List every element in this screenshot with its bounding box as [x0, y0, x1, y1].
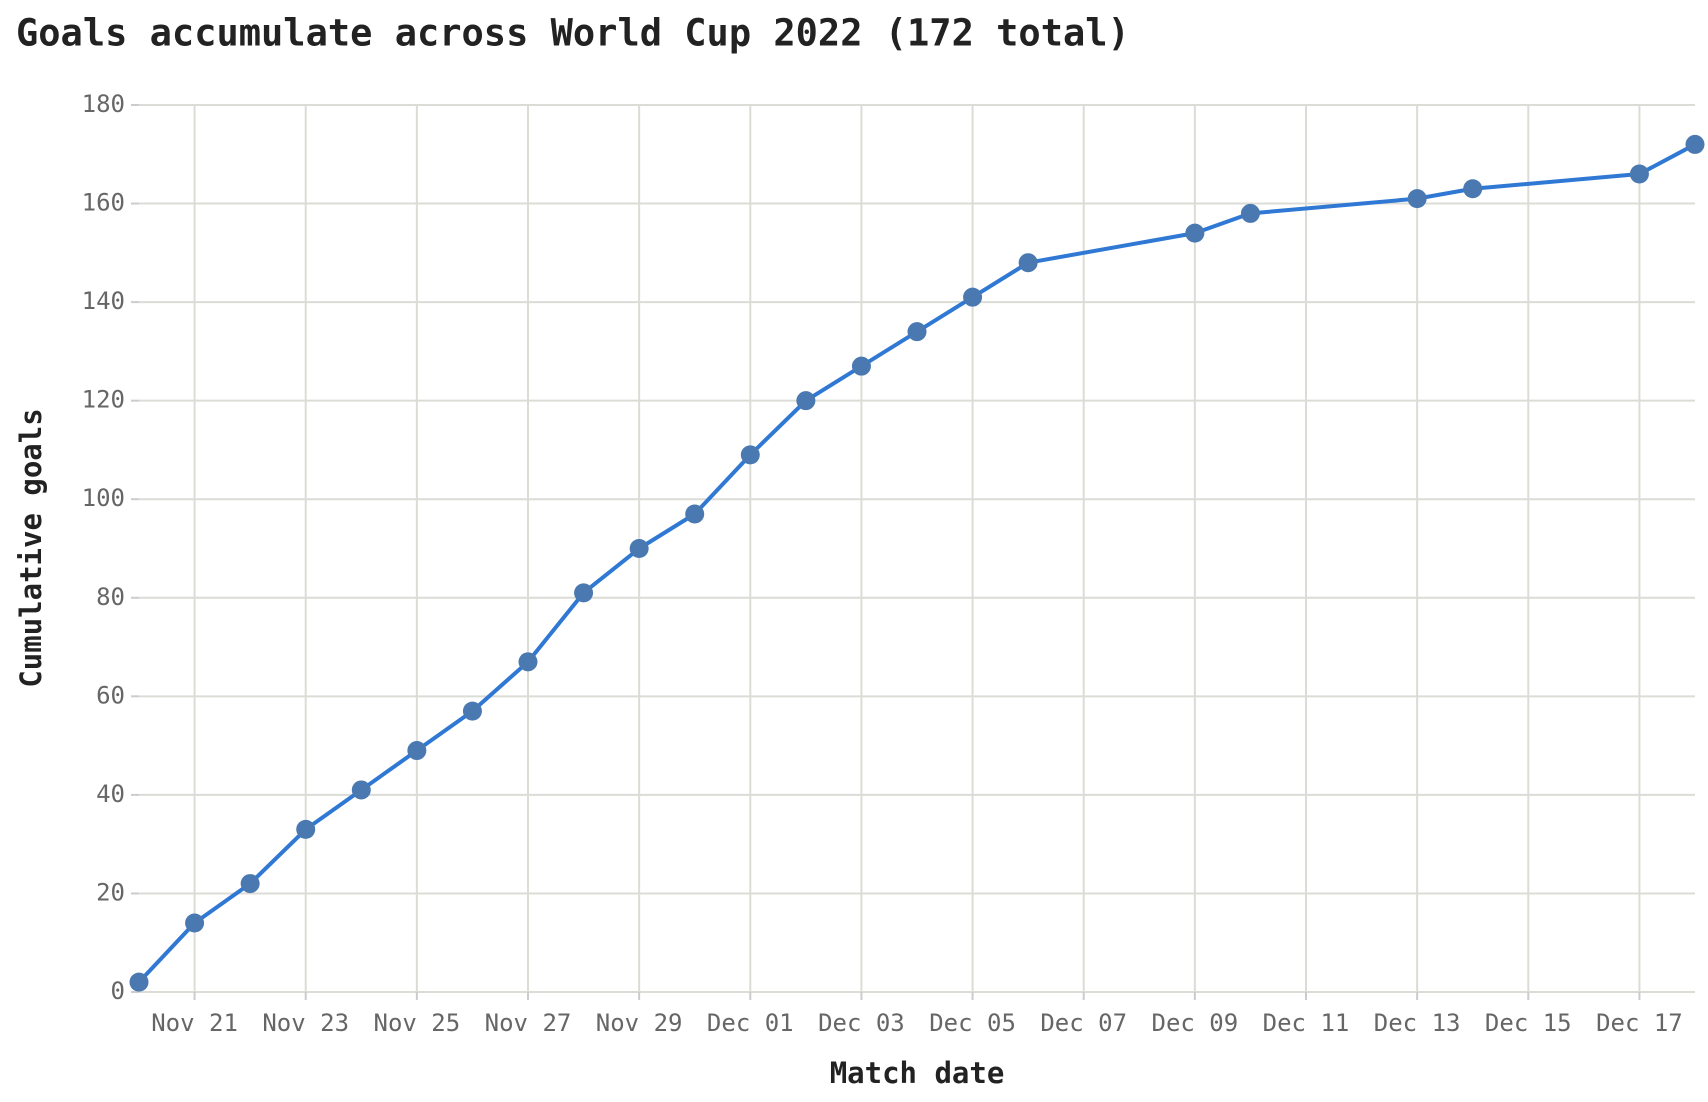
x-tick-label: Dec 11	[1263, 1009, 1350, 1037]
x-tick-label: Dec 01	[707, 1009, 794, 1037]
y-tick-label: 40	[96, 780, 125, 808]
x-tick-label: Nov 29	[596, 1009, 683, 1037]
x-tick-label: Dec 15	[1485, 1009, 1572, 1037]
y-tick-label: 80	[96, 583, 125, 611]
line	[137, 142, 1696, 984]
marker	[907, 322, 927, 342]
marker	[1407, 189, 1427, 209]
x-tick-label: Dec 05	[929, 1009, 1016, 1037]
x-tick-label: Nov 21	[151, 1009, 238, 1037]
y-tick-label: 60	[96, 681, 125, 709]
y-tick-label: 20	[96, 878, 125, 906]
marker	[1240, 203, 1260, 223]
marker	[685, 504, 705, 524]
marker	[185, 913, 205, 933]
marker	[407, 741, 427, 761]
marker	[240, 874, 260, 894]
x-tick-label: Dec 17	[1596, 1009, 1683, 1037]
marker	[462, 701, 482, 721]
marker	[740, 445, 760, 465]
marker	[296, 819, 316, 839]
y-tick-label: 100	[82, 484, 125, 512]
marker	[1463, 179, 1483, 199]
marker	[129, 972, 149, 992]
marker	[1629, 164, 1649, 184]
y-axis-title: Cumulative goals	[14, 408, 48, 687]
marker	[963, 287, 983, 307]
x-tick-label: Dec 09	[1152, 1009, 1239, 1037]
x-tick-label: Dec 03	[818, 1009, 905, 1037]
x-tick-label: Nov 27	[485, 1009, 572, 1037]
marker	[796, 391, 816, 411]
marker	[1185, 223, 1205, 243]
x-tick-label: Dec 07	[1040, 1009, 1127, 1037]
marker	[518, 652, 538, 672]
marker	[629, 539, 649, 558]
marker	[1685, 134, 1705, 154]
marker	[351, 780, 371, 800]
y-tick-label: 120	[82, 386, 125, 414]
y-tick-label: 160	[82, 189, 125, 217]
x-tick-label: Nov 25	[374, 1009, 461, 1037]
marker	[851, 356, 871, 376]
marker	[1018, 253, 1038, 273]
x-axis-title: Match date	[830, 1056, 1005, 1090]
y-tick-label: 0	[111, 977, 125, 1005]
y-tick-label: 140	[82, 287, 125, 315]
x-tick-label: Nov 23	[262, 1009, 349, 1037]
y-tick-label: 180	[82, 90, 125, 118]
x-tick-label: Dec 13	[1374, 1009, 1461, 1037]
chart-title: Goals accumulate across World Cup 2022 (…	[16, 12, 1130, 55]
marker	[574, 583, 594, 603]
